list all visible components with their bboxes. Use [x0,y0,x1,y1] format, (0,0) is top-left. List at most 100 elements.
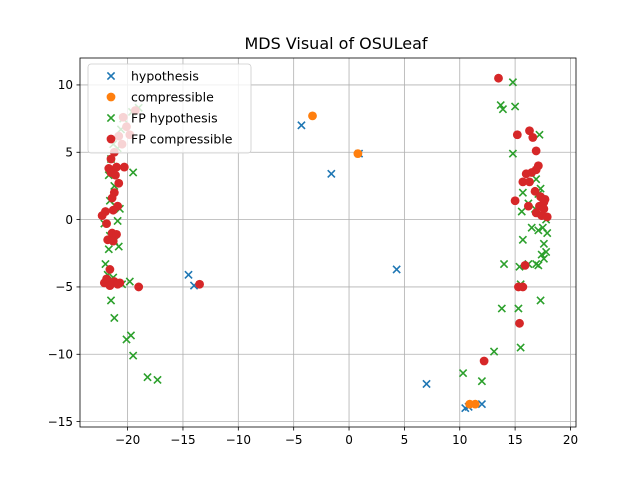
legend-marker [106,71,116,81]
y-tick-label: −5 [55,280,73,294]
data-point [516,343,525,352]
data-point [534,226,543,235]
y-tick-label: 0 [65,213,73,227]
data-point [102,219,111,229]
data-point [508,149,518,158]
data-point [392,265,401,274]
data-point [106,154,116,164]
data-point [112,230,121,239]
data-point [534,261,543,270]
data-point [497,304,506,313]
plot-frame [79,57,577,428]
data-point [477,399,487,409]
legend-marker [106,113,116,123]
data-point [494,73,503,83]
legend-marker [106,134,116,144]
data-point [527,223,536,232]
chart-title: MDS Visual of OSULeaf [244,34,427,53]
data-point [106,296,116,305]
x-tick-label: −5 [285,433,303,447]
data-point [113,216,122,226]
data-point [521,169,531,179]
legend-label: hypothesis [131,69,199,84]
data-point [422,379,431,389]
data-point [105,281,115,290]
data-point [518,177,528,187]
data-point [518,235,528,244]
data-point [128,351,138,360]
data-point [353,149,363,159]
y-tick-label: 5 [65,146,73,160]
data-point [518,188,528,197]
data-point [536,296,545,305]
data-point [104,245,113,254]
x-tick-label: 15 [507,433,522,447]
data-point [489,347,499,356]
x-tick-label: −15 [170,433,195,447]
x-tick-label: −10 [226,433,251,447]
data-point [537,250,546,259]
data-point [470,399,480,409]
data-point [520,260,530,270]
data-point [518,282,528,292]
x-tick-label: 5 [401,433,409,447]
data-point [543,228,552,238]
y-tick-label: −10 [48,348,73,362]
legend: hypothesis compressible FP hypothesis FP co… [87,63,252,154]
data-point [110,313,119,323]
data-point [184,270,193,279]
data-point [125,277,134,286]
legend-label: FP compressible [131,132,233,147]
x-tick-label: 10 [452,433,467,447]
data-point [539,239,549,249]
legend-marker [106,92,116,102]
data-point [122,335,131,344]
data-point [107,193,117,203]
series-3 [97,73,552,366]
data-point [525,126,534,136]
data-point [195,279,204,289]
x-tick-label: 20 [563,433,578,447]
data-point [327,169,336,178]
data-point [512,130,522,140]
data-point [113,279,123,289]
data-point [496,100,505,110]
data-point [508,78,518,87]
x-tick-label: 0 [345,433,353,447]
data-point [128,168,138,177]
data-layer [97,73,552,413]
data-point [477,377,487,386]
data-point [510,196,520,206]
legend-label: compressible [131,90,214,105]
data-point [105,265,115,274]
data-point [515,318,524,328]
data-point [308,111,317,121]
data-point [108,236,118,246]
data-point [523,201,533,211]
legend-label: FP hypothesis [131,111,218,126]
data-point [528,133,538,142]
data-point [517,207,526,216]
y-tick-label: 10 [58,78,73,92]
data-point [97,211,107,220]
data-point [530,186,540,196]
data-point [134,282,144,292]
data-point [143,373,152,382]
y-tick-label: −15 [48,415,73,429]
series-1 [308,111,480,409]
data-point [542,212,552,222]
data-point [499,259,509,269]
data-point [514,304,523,313]
data-point [539,204,549,214]
x-tick-label: −20 [115,433,140,447]
data-point [153,375,162,385]
data-point [108,205,118,215]
data-point [458,368,468,378]
data-point [510,102,520,111]
data-point [112,162,121,172]
axes-layer: −20 −15 −10 −5 0 5 10 15 20 −15 −10 −5 0 5 10 [48,57,578,447]
legend-box [87,63,252,154]
data-point [297,121,306,130]
